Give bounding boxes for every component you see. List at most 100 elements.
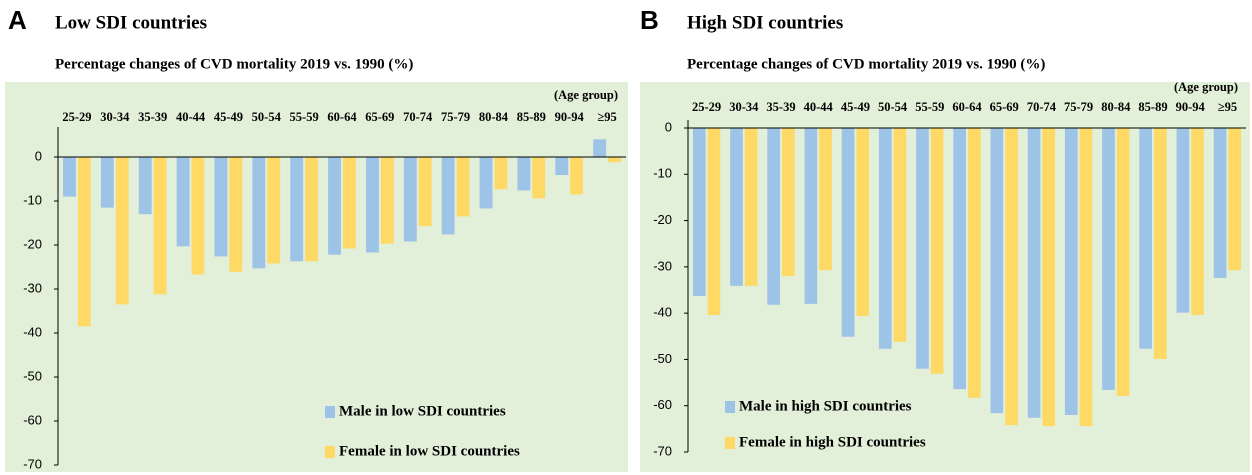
y-tick-label: -30 <box>653 258 672 273</box>
bar <box>290 157 304 262</box>
x-tick-label: 85-89 <box>517 110 546 124</box>
chart-subtitle: Percentage changes of CVD mortality 2019… <box>687 56 1045 72</box>
x-tick-label: 65-69 <box>365 110 394 124</box>
legend-label: Male in high SDI countries <box>739 398 912 414</box>
bar <box>878 128 892 349</box>
bar <box>267 157 281 264</box>
bar <box>343 157 356 249</box>
bar <box>1228 128 1242 271</box>
x-tick-label: ≥95 <box>1218 100 1237 114</box>
bar <box>856 128 870 316</box>
plot-background <box>5 82 628 472</box>
legend-label: Female in high SDI countries <box>739 434 926 450</box>
bar <box>494 157 508 190</box>
y-tick-label: -40 <box>23 324 42 339</box>
x-tick-label: 25-29 <box>62 110 91 124</box>
bar <box>692 128 706 297</box>
y-tick-label: -30 <box>23 280 42 295</box>
y-tick-label: 0 <box>35 148 42 163</box>
bar <box>1139 128 1152 349</box>
bar <box>1176 128 1190 313</box>
bar <box>968 128 981 398</box>
bar <box>782 128 795 277</box>
x-tick-label: 40-44 <box>804 100 834 114</box>
bar <box>191 157 205 275</box>
bar <box>1005 128 1018 426</box>
bar <box>1079 128 1093 427</box>
x-tick-label: 40-44 <box>176 110 206 124</box>
legend-swatch <box>325 406 335 418</box>
legend-label: Female in low SDI countries <box>339 443 520 459</box>
bar <box>77 157 91 327</box>
bar <box>63 157 76 197</box>
bar <box>555 157 569 176</box>
bar <box>707 128 721 315</box>
bar <box>328 157 341 255</box>
bar <box>819 128 832 271</box>
panel-label: B <box>640 5 659 35</box>
bar <box>532 157 546 199</box>
bar <box>804 128 818 304</box>
bar <box>365 157 379 253</box>
y-tick-label: -10 <box>23 192 42 207</box>
x-tick-label: 45-49 <box>214 110 243 124</box>
x-axis-label: (Age group) <box>1174 80 1238 94</box>
bar <box>1154 128 1167 359</box>
bar <box>176 157 190 247</box>
x-tick-label: 35-39 <box>138 110 167 124</box>
bar <box>138 157 152 215</box>
x-tick-label: 50-54 <box>252 110 282 124</box>
y-tick-label: -50 <box>653 351 672 366</box>
bar <box>403 157 417 242</box>
x-tick-label: 55-59 <box>290 110 319 124</box>
legend-swatch <box>725 437 735 449</box>
x-tick-label: 70-74 <box>1027 100 1057 114</box>
x-tick-label: 90-94 <box>555 110 585 124</box>
y-tick-label: -20 <box>653 212 672 227</box>
bar <box>456 157 470 217</box>
x-tick-label: 65-69 <box>990 100 1019 114</box>
bar <box>1213 128 1227 278</box>
y-tick-label: -70 <box>23 456 42 471</box>
bar <box>479 157 493 209</box>
bar <box>593 139 607 157</box>
bar <box>893 128 907 342</box>
bar <box>1116 128 1130 396</box>
bar <box>1191 128 1204 315</box>
x-tick-label: 60-64 <box>952 100 982 114</box>
x-tick-label: 90-94 <box>1176 100 1206 114</box>
legend-label: Male in low SDI countries <box>339 403 506 419</box>
y-tick-label: -20 <box>23 236 42 251</box>
bar <box>930 128 944 374</box>
y-tick-label: -40 <box>653 305 672 320</box>
bar <box>153 157 167 295</box>
x-tick-label: 50-54 <box>878 100 908 114</box>
bar <box>252 157 266 269</box>
legend-swatch <box>325 446 335 458</box>
panel-label: A <box>8 5 27 35</box>
x-tick-label: 30-34 <box>729 100 759 114</box>
chart-title: Low SDI countries <box>55 12 207 33</box>
x-tick-label: 85-89 <box>1138 100 1167 114</box>
bar <box>380 157 394 244</box>
x-tick-label: 80-84 <box>1101 100 1131 114</box>
bar <box>115 157 129 305</box>
x-tick-label: 45-49 <box>841 100 870 114</box>
x-axis-label: (Age group) <box>554 88 618 102</box>
y-tick-label: 0 <box>665 119 672 134</box>
y-tick-label: -60 <box>653 397 672 412</box>
legend-swatch <box>725 401 735 413</box>
y-tick-label: -10 <box>653 166 672 181</box>
bar <box>608 157 621 163</box>
bar <box>953 128 966 390</box>
bar <box>305 157 319 262</box>
bar <box>1064 128 1078 415</box>
x-tick-label: 25-29 <box>692 100 721 114</box>
bar <box>229 157 243 272</box>
bar <box>990 128 1004 414</box>
bar <box>570 157 584 195</box>
x-tick-label: 55-59 <box>915 100 944 114</box>
chart-title: High SDI countries <box>687 12 843 33</box>
bar <box>1102 128 1115 390</box>
